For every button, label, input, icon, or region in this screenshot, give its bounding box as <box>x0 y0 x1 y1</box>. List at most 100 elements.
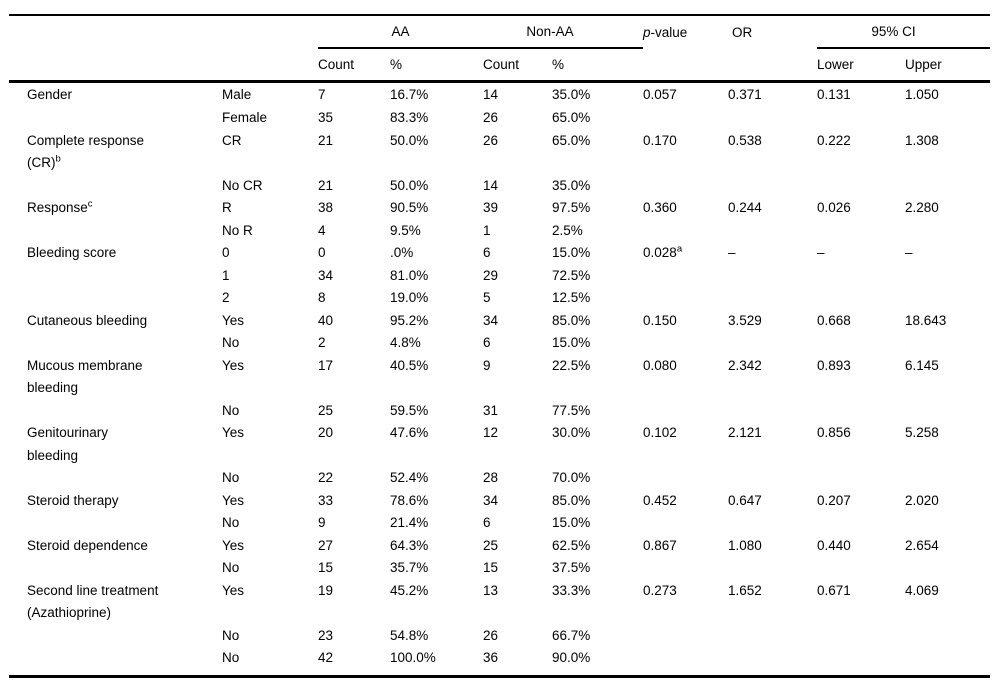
nonaa-count-header: Count <box>483 48 553 83</box>
or-cell <box>728 265 817 288</box>
header-group-row: AA Non-AA p-value OR 95% CI <box>9 15 991 49</box>
p-value-header-rest: -value <box>650 24 688 40</box>
nonaa-count-cell: 25 <box>483 537 499 553</box>
aa-pct-cell: 16.7% <box>390 86 429 102</box>
nonaa-pct-cell: 65.0% <box>552 132 591 148</box>
row-category: Yes <box>222 537 245 553</box>
row-label <box>9 557 222 580</box>
nonaa-count-cell: 29 <box>483 267 499 283</box>
nonaa-count-cell: 14 <box>483 86 499 102</box>
ci-upper-cell <box>905 332 990 355</box>
or-cell <box>728 602 817 625</box>
nonaa-pct-cell: 85.0% <box>552 312 591 328</box>
nonaa-pct-cell: 2.5% <box>552 222 583 238</box>
header-empty-cell <box>728 48 818 83</box>
row-label: Steroid therapy <box>27 492 119 508</box>
nonaa-count-cell: 6 <box>483 245 491 260</box>
aa-count-cell <box>318 602 390 625</box>
or-cell: 2.342 <box>728 357 762 373</box>
ci-lower-cell <box>817 220 905 243</box>
aa-pct-cell <box>390 602 483 625</box>
or-cell <box>728 287 817 310</box>
row-label <box>9 467 222 490</box>
or-cell <box>728 107 817 130</box>
ci-lower-cell: 0.207 <box>817 492 851 508</box>
or-cell: 0.538 <box>728 132 762 148</box>
or-cell <box>728 445 817 468</box>
nonaa-pct-cell: 70.0% <box>552 470 591 485</box>
nonaa-count-cell: 6 <box>483 515 491 530</box>
ci-lower-cell <box>817 152 905 175</box>
ci-lower-cell: 0.222 <box>817 132 851 148</box>
ci-upper-cell <box>905 445 990 468</box>
aa-count-cell: 7 <box>318 86 326 102</box>
p-value-header: p-value <box>643 15 728 48</box>
table-row: No 9 21.4% 6 15.0% <box>9 512 990 535</box>
nonaa-pct-header: % <box>552 48 644 83</box>
aa-count-cell: 17 <box>318 357 334 373</box>
nonaa-count-cell: 1 <box>483 222 491 238</box>
aa-count-cell: 21 <box>318 132 334 148</box>
aa-pct-cell: 21.4% <box>390 515 429 530</box>
table-row: Cutaneous bleeding Yes 40 95.2% 34 85.0% 0.150… <box>9 310 990 333</box>
aa-pct-cell: 95.2% <box>390 312 429 328</box>
p-value-cell <box>643 467 728 490</box>
row-category: Yes <box>222 492 245 508</box>
nonaa-count-cell: 28 <box>483 470 499 485</box>
row-label <box>9 107 222 130</box>
table-row: No 22 52.4% 28 70.0% <box>9 467 990 490</box>
aa-pct-header: % <box>390 48 484 83</box>
row-category: No <box>222 560 240 575</box>
footnote-marker: c <box>87 198 93 210</box>
nonaa-count-cell: 34 <box>483 492 499 508</box>
nonaa-pct-cell: 15.0% <box>552 515 591 530</box>
ci-upper-cell: 2.280 <box>905 200 939 215</box>
aa-count-cell: 21 <box>318 177 334 193</box>
row-label <box>9 175 222 198</box>
header-sub-row: Count % Count % Lower Upper <box>9 48 991 83</box>
table-row: No 25 59.5% 31 77.5% <box>9 400 990 423</box>
or-cell <box>728 175 817 198</box>
nonaa-pct-cell: 33.3% <box>552 582 591 598</box>
ci-lower-cell <box>817 377 905 400</box>
nonaa-pct-cell: 72.5% <box>552 267 591 283</box>
or-cell <box>728 467 817 490</box>
aa-count-cell: 22 <box>318 470 334 485</box>
p-value-cell: 0.867 <box>643 537 677 553</box>
or-cell <box>728 647 817 670</box>
table-body: Gender Male 7 16.7% 14 35.0% 0.057 0.371 0.131 1.… <box>9 81 990 670</box>
row-category: No <box>222 650 240 665</box>
nonaa-count-cell: 9 <box>483 357 491 373</box>
row-label: (CR)b <box>27 153 61 170</box>
aa-count-cell: 35 <box>318 110 334 125</box>
or-header: OR <box>732 24 753 40</box>
nonaa-count-cell: 26 <box>483 132 499 148</box>
nonaa-pct-cell <box>552 602 643 625</box>
row-category: No <box>222 402 240 418</box>
nonaa-pct-cell: 35.0% <box>552 177 591 193</box>
row-label <box>9 332 222 355</box>
ci-lower-cell <box>817 107 905 130</box>
p-value-cell <box>643 265 728 288</box>
table-row: No R 4 9.5% 1 2.5% <box>9 220 990 243</box>
nonaa-count-cell: 6 <box>483 335 491 350</box>
aa-count-cell: 38 <box>318 200 334 215</box>
p-value-cell <box>643 400 728 423</box>
header-empty-cell <box>9 15 318 48</box>
row-label: bleeding <box>27 380 79 395</box>
row-label <box>9 287 222 310</box>
ci-upper-cell: 2.654 <box>905 537 939 553</box>
aa-pct-cell: 9.5% <box>390 222 421 238</box>
aa-pct-cell: 45.2% <box>390 582 429 598</box>
footnote-marker: b <box>55 153 61 165</box>
row-category <box>222 152 318 175</box>
ci-lower-cell <box>817 602 905 625</box>
nonaa-pct-cell: 37.5% <box>552 560 591 575</box>
row-category: Yes <box>222 582 245 598</box>
nonaa-pct-cell: 15.0% <box>552 335 591 350</box>
nonaa-pct-cell: 30.0% <box>552 425 591 440</box>
ci-upper-cell <box>905 647 990 670</box>
nonaa-count-cell <box>483 445 552 468</box>
row-label <box>9 647 222 670</box>
aa-count-cell: 8 <box>318 290 326 305</box>
